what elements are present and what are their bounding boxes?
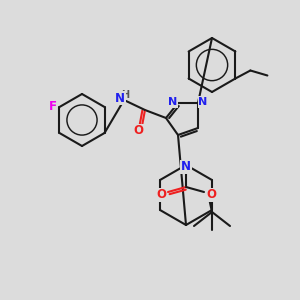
Text: H: H bbox=[121, 90, 129, 100]
Text: O: O bbox=[206, 188, 216, 202]
Text: O: O bbox=[156, 188, 166, 202]
Text: N: N bbox=[168, 97, 178, 107]
Text: N: N bbox=[198, 97, 208, 107]
Text: F: F bbox=[49, 100, 56, 113]
Text: N: N bbox=[181, 160, 191, 173]
Text: N: N bbox=[115, 92, 125, 104]
Text: O: O bbox=[133, 124, 143, 137]
